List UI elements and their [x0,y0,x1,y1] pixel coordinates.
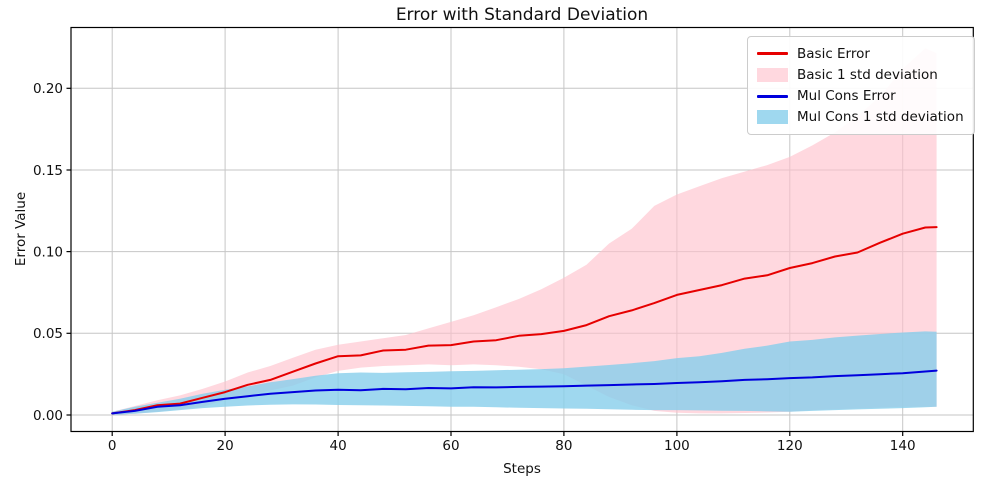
legend-item-mulcons-error: Mul Cons Error [757,86,964,107]
legend-label: Basic Error [797,45,870,62]
y-tick-label: 0.20 [33,81,63,97]
legend-item-mulcons-std: Mul Cons 1 std deviation [757,107,964,128]
x-tick-label: 60 [442,438,459,454]
legend-label: Basic 1 std deviation [797,66,938,83]
legend-patch-swatch-pink [757,67,788,82]
x-tick-label: 100 [664,438,690,454]
legend-item-basic-std: Basic 1 std deviation [757,64,964,85]
x-tick-label: 140 [890,438,916,454]
x-tick-label: 0 [108,438,117,454]
y-tick-label: 0.10 [33,244,63,260]
legend-item-basic-error: Basic Error [757,43,964,64]
x-axis-label: Steps [503,461,541,477]
x-tick-label: 20 [217,438,234,454]
band-mul-cons-1-std-deviation [112,331,937,415]
legend-label: Mul Cons Error [797,88,896,105]
legend-line-swatch-blue [757,94,788,98]
x-tick-label: 80 [555,438,572,454]
y-tick-label: 0.00 [33,408,63,424]
x-tick-label: 40 [330,438,347,454]
legend: Basic Error Basic 1 std deviation Mul Co… [747,36,975,135]
y-axis-label: Error Value [13,191,29,267]
band-basic-1-std-deviation [112,48,937,415]
x-tick-label: 120 [777,438,803,454]
legend-patch-swatch-skyblue [757,110,788,125]
plot-frame [70,26,974,433]
legend-line-swatch-red [757,52,788,56]
y-tick-label: 0.15 [33,163,63,179]
line-basic-error [111,226,938,415]
y-tick-label: 0.05 [33,326,63,342]
line-mul-cons-error [111,369,938,415]
chart-title: Error with Standard Deviation [395,5,649,25]
legend-label: Mul Cons 1 std deviation [797,109,964,126]
